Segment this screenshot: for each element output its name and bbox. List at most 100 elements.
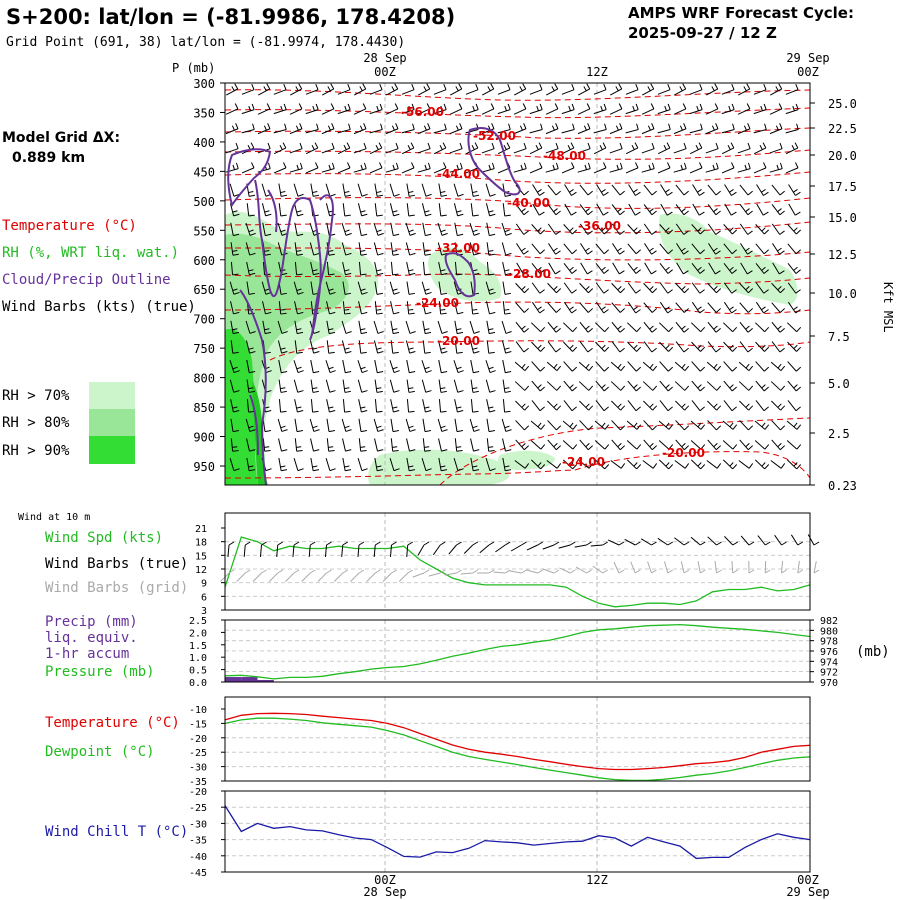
wind-barb-flag <box>540 229 546 235</box>
wind-barb-staff <box>422 399 426 413</box>
wind-barb-staff <box>438 379 442 393</box>
wind-barb-staff <box>658 440 670 450</box>
wind-barb-flag <box>328 273 335 276</box>
wind-barb-flag <box>458 83 463 90</box>
wind-barb-staff <box>326 301 330 315</box>
wind-barb-staff <box>482 88 494 96</box>
wind-barb-flag <box>251 103 255 110</box>
wind-barb-staff <box>771 282 781 294</box>
wind-barb-flag <box>762 142 767 149</box>
wind-barb-flag <box>360 328 366 331</box>
wind-barb-staff <box>563 224 573 235</box>
wind-barb-flag <box>796 346 802 352</box>
wind-barb-staff <box>310 359 314 373</box>
surface-barb-true-flag <box>391 541 397 546</box>
wind-barb-flag <box>604 346 610 352</box>
wind-barb-staff <box>229 281 235 295</box>
wind-barb-flag <box>312 465 318 468</box>
wind-barb-staff <box>485 360 491 373</box>
wind-barb-staff <box>657 147 671 155</box>
surface-barb-grid-flag <box>634 569 641 574</box>
wind-barb-staff <box>723 380 733 392</box>
wind-barb-staff <box>770 460 782 469</box>
y-tick-label: -20 <box>189 787 207 798</box>
height-tick-label: 17.5 <box>828 180 857 194</box>
wind-barb-staff <box>516 243 524 255</box>
wind-barb-flag <box>456 273 463 276</box>
wind-barb-staff <box>357 458 363 471</box>
wind-barb-flag <box>524 288 530 294</box>
wind-barb-flag <box>232 449 239 452</box>
wind-barb-staff <box>738 381 750 391</box>
y-tick-label: 9 <box>201 579 207 590</box>
wind-barb-flag <box>265 331 272 335</box>
wind-barb-staff <box>470 438 474 452</box>
wind-barb-staff <box>627 380 637 392</box>
wind-barb-staff <box>289 108 303 115</box>
wind-barb-staff <box>514 460 526 469</box>
wind-barb-flag <box>252 123 255 130</box>
wind-barb-flag <box>297 291 304 295</box>
wind-barb-staff <box>389 183 395 197</box>
wind-barb-flag <box>572 229 578 235</box>
wind-barb-staff <box>229 203 235 217</box>
wind-barb-flag <box>232 210 238 213</box>
wind-barb-staff <box>293 281 299 295</box>
wind-barb-staff <box>337 129 351 134</box>
wind-barb-staff <box>278 301 282 315</box>
wind-barb-flag <box>551 125 555 131</box>
wind-barb-flag <box>747 210 753 216</box>
wind-barb-flag <box>441 370 448 374</box>
wind-barb-staff <box>437 222 443 236</box>
wind-barb-flag <box>667 191 673 196</box>
wind-barb-flag <box>297 331 304 335</box>
wind-barb-staff <box>657 167 671 174</box>
wind-barb-staff <box>674 460 686 469</box>
surface-barb-true-flag <box>277 541 284 546</box>
wind-barb-flag <box>233 233 240 237</box>
wind-barb-staff <box>246 281 250 295</box>
wind-barb-flag <box>585 286 590 291</box>
wind-barb-staff <box>454 320 458 334</box>
wind-barb-flag <box>457 233 464 237</box>
wind-barb-staff <box>531 361 541 372</box>
p-tick-label: 750 <box>193 342 215 356</box>
wind-barb-flag <box>537 462 542 467</box>
wind-barb-flag <box>619 162 623 169</box>
wind-barb-staff <box>358 301 362 315</box>
surface-barb-grid <box>460 572 473 575</box>
wind-barb-flag <box>652 463 658 469</box>
wind-barb-staff <box>785 147 799 155</box>
wind-barb-flag <box>391 125 395 131</box>
wind-barb-staff <box>610 88 622 96</box>
wind-barb-staff <box>502 379 506 393</box>
wind-barb-staff <box>625 89 639 95</box>
wind-barb-flag <box>760 105 763 111</box>
wind-barb-staff <box>453 183 459 197</box>
wind-barb-flag <box>779 250 785 255</box>
wind-barb-staff <box>230 242 234 256</box>
wind-barb-staff <box>341 222 347 236</box>
wind-barb-flag <box>504 410 511 413</box>
wind-barb-flag <box>473 194 480 197</box>
wind-barb-flag <box>747 190 753 196</box>
wind-barb-flag <box>620 405 626 411</box>
wind-barb-flag <box>604 424 610 430</box>
wind-barb-flag <box>699 289 705 294</box>
wind-barb-staff <box>530 440 542 450</box>
wind-barb-flag <box>713 286 718 291</box>
wind-barb-staff <box>740 262 748 275</box>
wind-barb-staff <box>341 340 347 354</box>
wind-barb-staff <box>641 128 655 135</box>
wind-barb-flag <box>425 390 432 393</box>
wind-barb-flag <box>761 422 766 428</box>
wind-barb-flag <box>649 363 654 369</box>
height-tick-label: 2.5 <box>828 427 850 441</box>
wind-barb-flag <box>636 444 642 450</box>
wind-barb-flag <box>571 406 577 412</box>
wind-barb-flag <box>283 162 287 169</box>
wind-barb-flag <box>505 469 512 472</box>
wind-barb-staff <box>278 359 282 373</box>
wind-barb-staff <box>707 420 717 431</box>
wind-barb-flag <box>633 227 638 232</box>
